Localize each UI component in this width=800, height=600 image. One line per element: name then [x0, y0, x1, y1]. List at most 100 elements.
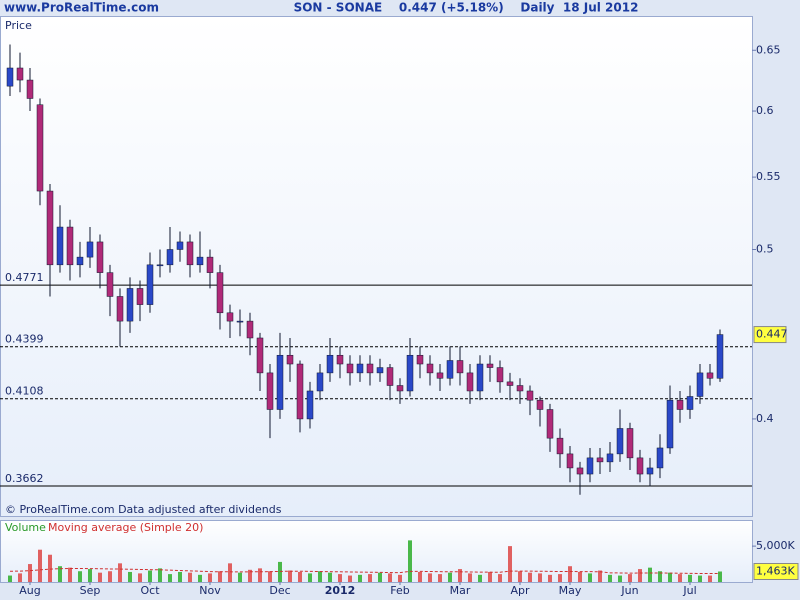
volume-bar	[138, 573, 142, 582]
candle-body	[126, 288, 134, 322]
candle-body	[506, 381, 514, 386]
x-tick-label: May	[559, 584, 582, 597]
candle-body	[466, 372, 474, 392]
last-volume-label: 1,463K	[756, 565, 795, 578]
candle-body	[716, 334, 724, 379]
candle-body	[226, 312, 234, 322]
candle-body	[286, 354, 294, 365]
volume-bar	[648, 567, 652, 582]
candle-body	[446, 360, 454, 379]
candle-body	[46, 190, 54, 266]
candle-body	[406, 354, 414, 392]
volume-bar	[508, 546, 512, 582]
volume-bar	[8, 575, 12, 582]
volume-bar	[38, 549, 42, 582]
volume-bar	[398, 574, 402, 582]
candle-body	[386, 367, 394, 386]
candle-body	[696, 372, 704, 397]
candle-body	[106, 272, 114, 297]
volume-label: Volume	[5, 521, 46, 534]
candle-body	[586, 457, 594, 475]
volume-bar	[318, 571, 322, 582]
candle-body	[116, 296, 124, 322]
candle-body	[656, 447, 664, 469]
volume-bar	[108, 571, 112, 582]
volume-bar	[618, 575, 622, 582]
candle-body	[706, 372, 714, 379]
x-tick-label: Mar	[450, 584, 471, 597]
y-tick-label: 0.55	[756, 170, 781, 183]
volume-bar	[448, 572, 452, 582]
y-tick-label: 0.4	[756, 412, 774, 425]
candle-body	[606, 453, 614, 463]
y-tick-label: 0.65	[756, 43, 781, 56]
chart-title: SON - SONAE 0.447 (+5.18%) Daily 18 Jul …	[294, 1, 639, 15]
candle-body	[426, 363, 434, 374]
volume-bar	[598, 570, 602, 582]
volume-bar	[428, 573, 432, 582]
last-price-box	[753, 326, 787, 344]
candle-body	[16, 67, 24, 81]
volume-bar	[668, 572, 672, 582]
volume-bar	[258, 568, 262, 582]
volume-bar	[308, 573, 312, 582]
volume-bar	[708, 575, 712, 582]
candle-body	[56, 226, 64, 266]
candle-body	[476, 363, 484, 392]
x-tick-label: Oct	[140, 584, 160, 597]
candle-body	[346, 363, 354, 374]
candle-body	[436, 372, 444, 379]
volume-bar	[488, 571, 492, 582]
volume-bar	[528, 572, 532, 582]
volume-bar	[228, 563, 232, 582]
candle-body	[626, 428, 634, 459]
candle-body	[416, 354, 424, 365]
candle-body	[536, 399, 544, 410]
candle-body	[636, 457, 644, 475]
y-tick-label: 0.5	[756, 242, 774, 255]
volume-bar	[368, 574, 372, 582]
candle-body	[336, 354, 344, 365]
volume-bar	[378, 572, 382, 582]
volume-bar	[178, 571, 182, 582]
volume-bar	[28, 564, 32, 582]
volume-bar	[188, 572, 192, 582]
candle-body	[306, 390, 314, 420]
candle-body	[296, 363, 304, 420]
footnote: © ProRealTime.com Data adjusted after di…	[5, 503, 282, 516]
volume-bar	[718, 571, 722, 582]
candle-body	[596, 457, 604, 463]
site-link[interactable]: www.ProRealTime.com	[4, 1, 159, 15]
volume-bar	[48, 554, 52, 582]
candle-body	[646, 467, 654, 475]
volume-bar	[98, 572, 102, 582]
volume-bar	[18, 573, 22, 582]
candle-body	[356, 363, 364, 374]
volume-bar	[348, 575, 352, 582]
volume-bar	[638, 569, 642, 582]
volume-bar	[88, 569, 92, 582]
y-tick-label: 0.6	[756, 104, 774, 117]
x-tick-label: Jul	[682, 584, 696, 597]
level-label: 0.4399	[5, 333, 44, 346]
candle-body	[576, 467, 584, 475]
x-tick-label: Dec	[269, 584, 290, 597]
volume-tick-label: 5,000K	[756, 539, 795, 552]
candle-body	[196, 256, 204, 266]
candle-body	[246, 320, 254, 339]
volume-bar	[278, 561, 282, 582]
candle-body	[376, 367, 384, 374]
volume-bar	[558, 574, 562, 582]
candle-body	[316, 372, 324, 392]
last-price-label: 0.447	[756, 328, 788, 341]
x-tick-label: 2012	[325, 584, 356, 597]
candle-body	[686, 396, 694, 410]
candle-body	[276, 354, 284, 410]
candle-body	[516, 385, 524, 392]
price-panel	[0, 16, 753, 517]
volume-bar	[248, 569, 252, 582]
volume-bar	[688, 574, 692, 582]
volume-bar	[288, 570, 292, 582]
candle-body	[176, 241, 184, 250]
level-label: 0.3662	[5, 472, 44, 485]
